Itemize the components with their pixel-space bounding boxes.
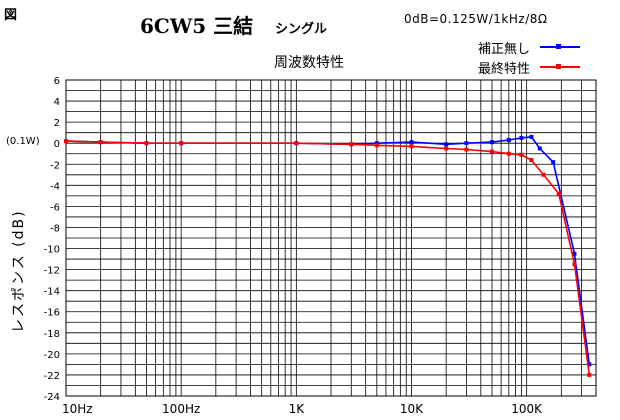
- data-point: [519, 135, 524, 140]
- x-tick-label: 10Hz: [62, 402, 93, 416]
- data-point: [444, 146, 449, 151]
- reference-condition: 0dB=0.125W/1kHz/8Ω: [404, 12, 548, 26]
- data-point: [294, 141, 299, 146]
- x-tick-label: 100Hz: [162, 402, 200, 416]
- legend-label: 最終特性: [478, 61, 531, 77]
- data-point: [464, 141, 469, 146]
- x-tick-label: 1K: [289, 402, 306, 416]
- legend-swatch: [540, 42, 580, 52]
- data-point: [98, 140, 103, 145]
- y-tick-label: -22: [44, 371, 60, 382]
- data-point: [444, 142, 449, 147]
- y-tick-label: -20: [44, 350, 60, 361]
- data-point: [489, 140, 494, 145]
- y-tick-label: -16: [44, 308, 60, 319]
- y-tick-label: 6: [54, 76, 60, 87]
- series-line: [65, 140, 591, 376]
- series-0: [64, 134, 592, 367]
- reference-level-label: (0.1W): [6, 136, 40, 147]
- y-tick-label: -12: [44, 266, 60, 277]
- data-point: [529, 134, 534, 139]
- data-point: [349, 142, 354, 147]
- figure-label: 図: [4, 8, 18, 23]
- y-tick-labels: 6 4 2 0 -2 -4 -6 -8 -10 -12 -14 -16 -18 -20 -22 -24: [44, 76, 60, 403]
- data-point: [551, 160, 556, 165]
- x-tick-label: 100K: [511, 402, 543, 416]
- data-point: [587, 372, 592, 377]
- legend: 補正無し 最終特性: [478, 37, 580, 77]
- data-point: [519, 152, 524, 157]
- x-tick-labels: 10Hz 100Hz 1K 10K 100K: [62, 402, 543, 416]
- y-tick-label: -6: [50, 202, 60, 213]
- data-point: [464, 147, 469, 152]
- legend-entry-uncorrected: 補正無し: [478, 37, 580, 57]
- legend-label: 補正無し: [478, 41, 531, 57]
- chart-series: [64, 134, 592, 377]
- data-point: [374, 141, 379, 146]
- data-point: [179, 141, 184, 146]
- legend-swatch: [540, 62, 580, 72]
- chart-subtitle: 周波数特性: [274, 55, 344, 71]
- data-point: [556, 191, 561, 196]
- data-point: [529, 158, 534, 163]
- x-tick-label: 10K: [400, 402, 424, 416]
- y-tick-label: -24: [44, 392, 60, 403]
- data-point: [541, 172, 546, 177]
- data-point: [409, 140, 414, 145]
- chart-title: 6CW5 三結: [140, 14, 254, 38]
- data-point: [537, 146, 542, 151]
- series-1: [64, 139, 592, 377]
- data-point: [374, 143, 379, 148]
- y-tick-label: 4: [54, 97, 60, 108]
- data-point: [409, 144, 414, 149]
- y-tick-label: 2: [54, 118, 60, 129]
- y-tick-label: -14: [44, 287, 60, 298]
- data-point: [506, 138, 511, 143]
- y-tick-label: -8: [50, 223, 60, 234]
- data-point: [587, 362, 592, 367]
- data-point: [572, 262, 577, 267]
- y-tick-label: 0: [54, 139, 60, 150]
- data-point: [572, 251, 577, 256]
- y-tick-label: -10: [44, 245, 60, 256]
- y-tick-label: -2: [50, 160, 60, 171]
- data-point: [144, 141, 149, 146]
- data-point: [506, 151, 511, 156]
- data-point: [64, 139, 68, 144]
- legend-entry-final: 最終特性: [478, 57, 580, 77]
- y-tick-label: -4: [50, 181, 60, 192]
- chart-grid: [65, 79, 597, 397]
- chart-title-sub: シングル: [275, 22, 328, 37]
- data-point: [489, 149, 494, 154]
- series-line: [65, 136, 591, 365]
- y-tick-label: -18: [44, 329, 60, 340]
